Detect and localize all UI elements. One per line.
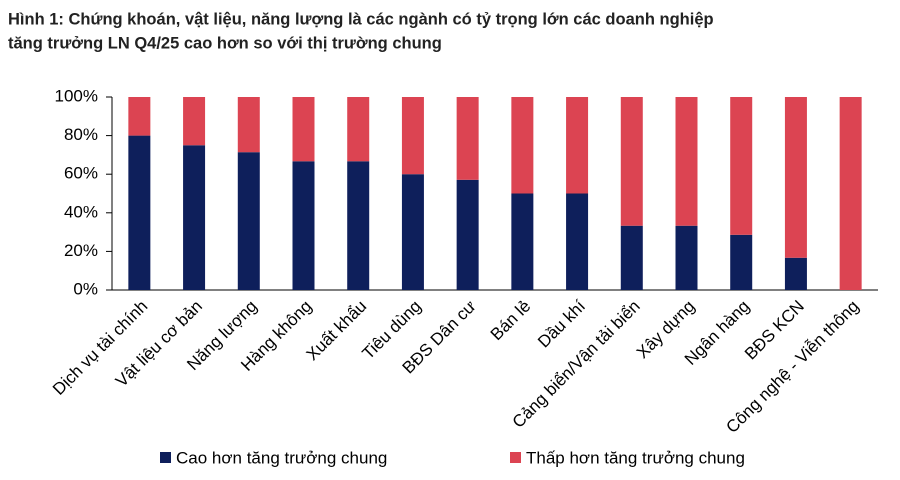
bar-segment [730,97,753,235]
x-tick-label: Dịch vụ tài chính [49,297,151,399]
x-tick-label: Xuất khẩu [303,297,371,365]
legend-swatch [160,452,171,463]
x-tick-label: Bán lẻ [487,297,535,345]
y-tick-label: 0% [73,279,98,298]
bar-segment [292,97,315,162]
bar-segment [511,193,534,290]
bar-segment [401,97,424,175]
bar-segment [456,179,479,290]
legend-label: Thấp hơn tăng trưởng chung [526,448,745,467]
bar-segment [511,97,534,194]
bar-segment [784,97,807,258]
bar-segment [620,225,643,290]
chart-title: Hình 1: Chứng khoán, vật liệu, năng lượn… [8,10,714,28]
y-tick-label: 40% [64,202,98,221]
bar-segment [237,97,260,153]
bar-segment [839,97,862,290]
bar-segment [183,97,206,146]
bar-segment [675,97,698,226]
y-tick-label: 100% [55,86,98,105]
bar-segment [566,193,589,290]
legend-label: Cao hơn tăng trưởng chung [176,448,387,467]
bar-segment [347,161,370,290]
bar-segment [620,97,643,226]
y-tick-label: 80% [64,125,98,144]
bar-segment [347,97,370,162]
bar-segment [237,152,260,290]
bar-segment [292,161,315,290]
y-tick-label: 20% [64,241,98,260]
x-tick-label: Dầu khí [534,296,589,351]
y-tick-label: 60% [64,164,98,183]
bar-segment [456,97,479,180]
bar-segment [784,257,807,290]
legend-swatch [510,452,521,463]
bar-segment [128,135,151,290]
bar-segment [675,225,698,290]
bar-segment [566,97,589,194]
bar-segment [128,97,151,136]
bar-segment [401,174,424,290]
chart-title: tăng trưởng LN Q4/25 cao hơn so với thị … [8,34,442,52]
bar-segment [730,234,753,290]
bar-segment [183,145,206,290]
